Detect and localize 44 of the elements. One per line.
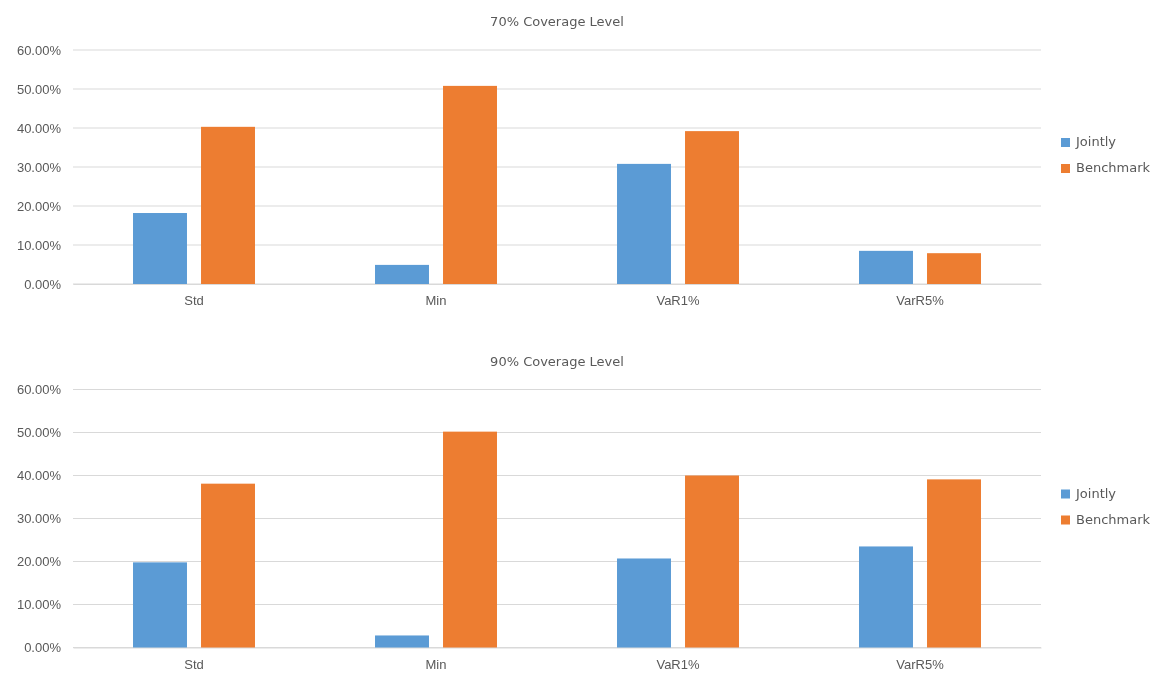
bar (375, 264, 429, 284)
y-tick-label: 0.00% (24, 640, 62, 656)
y-tick-label: 50.00% (16, 425, 62, 441)
x-tick-label: Min (425, 656, 447, 672)
x-tick-label: Std (184, 293, 204, 309)
y-tick-label: 10.00% (16, 597, 62, 613)
x-tick-label: VaR1% (656, 656, 700, 672)
bar (859, 546, 913, 648)
bar (859, 250, 913, 284)
y-tick-label: 60.00% (16, 42, 62, 58)
y-tick-label: 20.00% (16, 554, 62, 570)
bar (133, 213, 187, 284)
y-tick-label: 10.00% (16, 237, 62, 253)
bar (685, 131, 739, 284)
y-tick-label: 40.00% (16, 468, 62, 484)
bar (443, 85, 497, 284)
y-tick-label: 50.00% (16, 81, 62, 97)
bar (617, 163, 671, 284)
bar (201, 483, 255, 648)
legend-label: Jointly (1075, 134, 1117, 149)
y-tick-label: 60.00% (16, 382, 62, 398)
x-tick-label: VarR5% (896, 656, 945, 672)
y-tick-label: 0.00% (24, 276, 62, 292)
bar (685, 475, 739, 648)
x-tick-label: Std (184, 656, 204, 672)
x-tick-label: VarR5% (896, 293, 945, 309)
y-tick-label: 30.00% (16, 159, 62, 175)
bar (443, 431, 497, 648)
bar (375, 635, 429, 648)
bar (617, 558, 671, 648)
chart-title: 70% Coverage Level (490, 14, 624, 29)
bar (133, 562, 187, 648)
y-tick-label: 40.00% (16, 120, 62, 136)
y-tick-label: 20.00% (16, 198, 62, 214)
bar (927, 479, 981, 648)
x-tick-label: Min (425, 293, 447, 309)
x-tick-label: VaR1% (656, 293, 700, 309)
y-tick-label: 30.00% (16, 511, 62, 527)
legend-label: Benchmark (1076, 160, 1151, 175)
bar (201, 126, 255, 284)
legend-label: Benchmark (1076, 511, 1151, 527)
legend-label: Jointly (1075, 485, 1117, 501)
chart-title: 90% Coverage Level (490, 353, 624, 369)
bar (927, 253, 981, 284)
